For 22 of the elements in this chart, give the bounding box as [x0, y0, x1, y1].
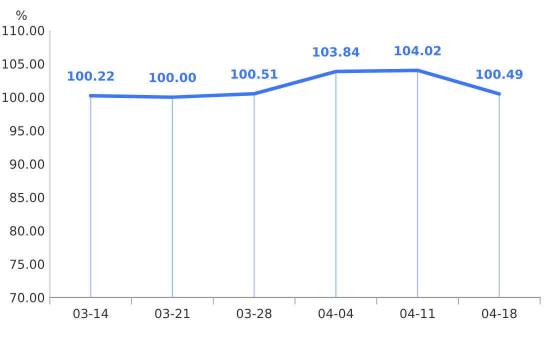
x-tick-label: 04-11	[400, 308, 435, 318]
x-tick-label: 03-28	[236, 308, 272, 318]
y-tick-label: 110.00	[2, 26, 44, 36]
y-tick-label: 90.00	[10, 159, 44, 169]
y-tick-label: 80.00	[10, 226, 44, 236]
text: 104.02	[394, 46, 441, 56]
text: 100.49	[476, 70, 523, 79]
y-tick-label: 100.00	[2, 92, 44, 102]
text: 103.84	[313, 47, 360, 57]
x-tick-label: 03-14	[73, 308, 108, 318]
text: 100.51	[231, 69, 278, 79]
y-tick-label: 85.00	[10, 192, 44, 202]
y-tick-label: 75.00	[10, 260, 44, 269]
y-tick-label: 95.00	[10, 126, 44, 136]
y-axis-title: %	[16, 10, 27, 20]
y-tick-label: 70.00	[10, 292, 44, 302]
x-tick-label: 04-18	[482, 308, 517, 318]
x-tick-label: 03-21	[155, 308, 190, 318]
text: 100.00	[150, 72, 196, 82]
x-tick-label: 04-04	[318, 308, 354, 318]
text: 100.22	[68, 71, 114, 81]
y-tick-label: 105.00	[2, 59, 44, 69]
